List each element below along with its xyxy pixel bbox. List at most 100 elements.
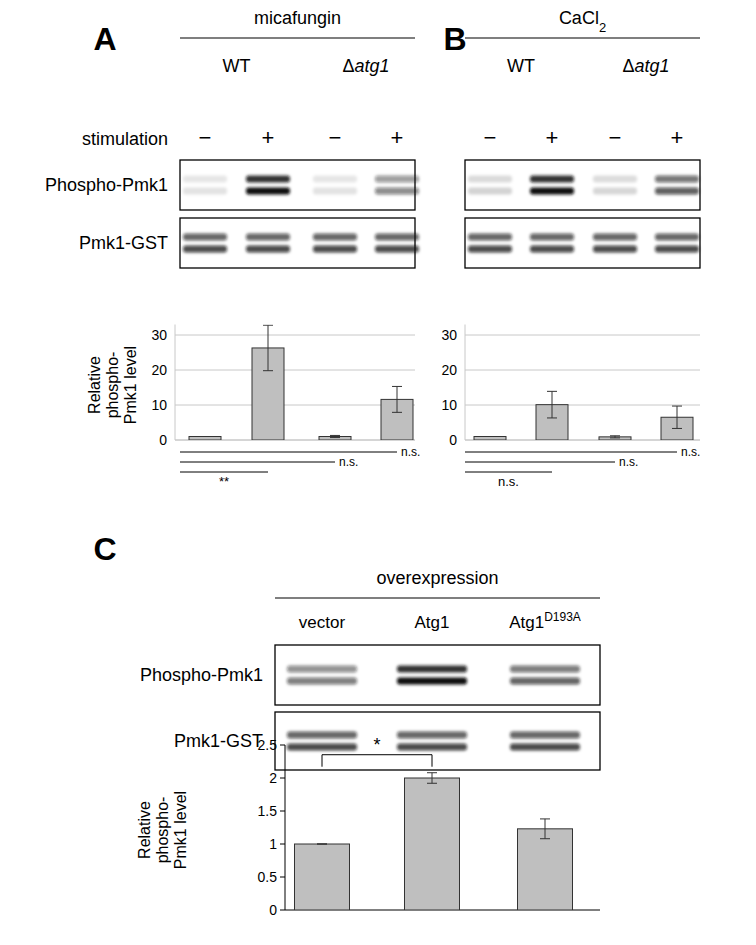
error-cap xyxy=(547,391,557,392)
bar xyxy=(474,437,506,441)
error-cap xyxy=(547,417,557,418)
error-stem xyxy=(397,386,398,412)
blot-band xyxy=(246,176,290,183)
error-bar xyxy=(672,406,682,428)
tick-label: 10 xyxy=(151,397,167,413)
panel-letter: A xyxy=(93,21,116,57)
significance: n.s. xyxy=(619,455,638,469)
blot-band xyxy=(313,246,357,253)
significance: n.s. xyxy=(681,445,700,459)
error-cap xyxy=(672,428,682,429)
blot-band xyxy=(655,188,699,195)
error-cap xyxy=(610,437,620,438)
blot-bands xyxy=(183,176,419,195)
panel-header: overexpression xyxy=(376,568,498,588)
text-run: WT xyxy=(507,56,535,76)
tick-label: 0 xyxy=(449,432,457,448)
error-bar xyxy=(200,436,210,437)
grid-line xyxy=(175,370,415,371)
text-run: micafungin xyxy=(254,8,341,28)
error-stem xyxy=(268,325,269,371)
y-axis-label: phospho- xyxy=(154,797,171,864)
bar xyxy=(189,437,221,441)
plot-area xyxy=(295,773,573,910)
blot-band xyxy=(287,678,357,685)
grid-line xyxy=(175,335,415,336)
significance: n.s. xyxy=(339,455,358,469)
error-bar xyxy=(610,436,620,438)
row-label: stimulation xyxy=(82,129,168,149)
text-run: Atg1 xyxy=(415,613,450,632)
blot-band xyxy=(468,176,512,183)
blot-band xyxy=(530,234,574,241)
blot-band xyxy=(375,246,419,253)
blot-frame xyxy=(180,160,415,210)
significance: ** xyxy=(219,474,229,489)
tick-mark xyxy=(280,778,285,779)
blot-band xyxy=(510,678,580,685)
blot-band xyxy=(246,188,290,195)
bar xyxy=(405,778,460,910)
y-axis xyxy=(465,325,466,441)
text-run: overexpression xyxy=(376,568,498,588)
error-cap xyxy=(392,386,402,387)
tick-label: 0.5 xyxy=(258,869,278,885)
error-stem xyxy=(545,819,546,839)
blot-frame xyxy=(180,218,415,268)
comparison-line xyxy=(180,472,268,473)
condition: − xyxy=(329,125,342,150)
blot-frame xyxy=(275,645,600,705)
blot-band xyxy=(530,176,574,183)
header-rule xyxy=(275,597,600,598)
blot-band xyxy=(287,744,357,751)
text-run: Δ xyxy=(622,56,634,76)
error-bar xyxy=(317,844,327,845)
comparison-line xyxy=(180,462,335,463)
text-run: atg1 xyxy=(634,56,669,76)
error-cap xyxy=(317,844,327,845)
blot-row-label: Pmk1-GST xyxy=(174,731,263,751)
error-cap xyxy=(330,435,340,436)
error-cap xyxy=(540,838,550,839)
blot-bands xyxy=(468,234,699,253)
error-cap xyxy=(540,818,550,819)
significance: n.s. xyxy=(401,445,420,459)
blot-row-label: Phospho-Pmk1 xyxy=(45,175,168,195)
blot-band xyxy=(530,246,574,253)
error-cap xyxy=(263,370,273,371)
error-cap xyxy=(200,436,210,437)
tick-label: 2 xyxy=(269,770,277,786)
error-cap xyxy=(485,436,495,437)
comparison-line xyxy=(465,452,677,453)
y-axis-label: Pmk1 level xyxy=(172,791,189,869)
panel-letter: C xyxy=(93,531,116,567)
error-stem xyxy=(432,773,433,784)
blot-band xyxy=(375,234,419,241)
blot-band xyxy=(183,188,227,195)
condition: + xyxy=(262,125,275,150)
condition: + xyxy=(546,125,559,150)
blot-bands xyxy=(183,234,419,253)
significance: n.s. xyxy=(498,474,519,489)
plot-area xyxy=(189,325,413,440)
blot-band xyxy=(593,234,637,241)
tick-mark xyxy=(280,844,285,845)
tick-label: 30 xyxy=(151,327,167,343)
comparison-line xyxy=(180,452,397,453)
y-axis-label: phospho- xyxy=(104,352,121,419)
grid-line xyxy=(465,335,700,336)
blot-band xyxy=(468,188,512,195)
blot-bands xyxy=(468,176,699,195)
blot-band xyxy=(397,678,467,685)
blot-frame xyxy=(465,160,700,210)
error-bar xyxy=(392,386,402,412)
tick-label: 0 xyxy=(159,432,167,448)
blot-row-label: Phospho-Pmk1 xyxy=(140,665,263,685)
group-label: Δatg1 xyxy=(622,56,669,76)
blot-band xyxy=(375,188,419,195)
condition: − xyxy=(199,125,212,150)
header-rule xyxy=(180,37,415,38)
blot-bands xyxy=(287,732,580,751)
blot-band xyxy=(593,176,637,183)
error-bar xyxy=(547,391,557,418)
